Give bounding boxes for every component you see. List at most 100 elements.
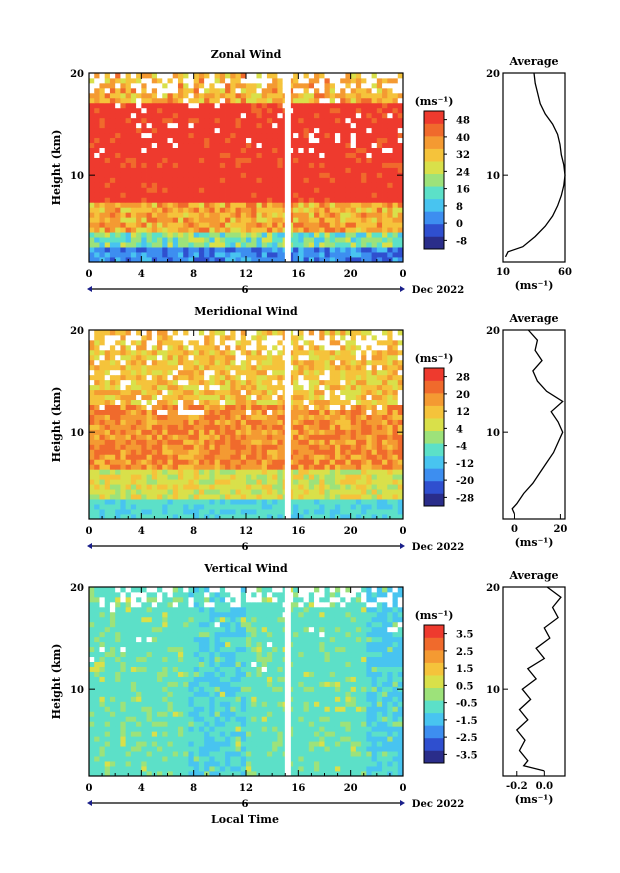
colorbar-tick-label: 12 [456, 407, 470, 418]
x-tick-label: 0 [86, 269, 93, 280]
profile-y-tick-label: 20 [486, 69, 500, 80]
colorbar-segment [424, 368, 444, 381]
date-day-label: 6 [242, 542, 249, 553]
x-tick-label: 4 [138, 526, 145, 537]
colorbar-tick-label: -12 [456, 459, 474, 470]
colorbar-segment [424, 173, 444, 187]
x-tick-label: 16 [291, 269, 305, 280]
colorbar-frame [423, 110, 445, 250]
profile-title: Average [508, 312, 558, 325]
average-profile: Average 20 10 -0.2 0.0(ms⁻¹) [486, 569, 566, 806]
data-gap [284, 587, 291, 776]
colorbar-unit: (ms⁻¹) [415, 352, 454, 365]
colorbar-tick-label: 8 [456, 202, 463, 213]
profile-title: Average [508, 55, 558, 68]
y-tick-label: 20 [70, 326, 84, 337]
panel-title: Vertical Wind [203, 562, 288, 575]
x-tick-label: 4 [138, 783, 145, 794]
colorbar-tick-label: 24 [456, 167, 470, 178]
date-bar-left-arrow [87, 543, 92, 549]
colorbar-tick-label: 48 [456, 116, 470, 127]
colorbar-segment [424, 430, 444, 444]
x-tick-label: 16 [291, 783, 305, 794]
y-axis-label: Height (km) [50, 130, 63, 206]
colorbar-segment [424, 136, 444, 149]
date-bar-left-arrow [87, 800, 92, 806]
colorbar-tick-label: 0.5 [456, 681, 473, 692]
profile-title: Average [508, 569, 558, 582]
data-gap [284, 73, 291, 262]
x-axis-label: Local Time [211, 813, 279, 826]
profile-unit: (ms⁻¹) [515, 793, 554, 806]
colorbar-tick-label: 1.5 [456, 664, 473, 675]
profile-y-tick-label: 20 [486, 583, 500, 594]
colorbar-frame [423, 367, 445, 507]
y-tick-label: 20 [70, 69, 84, 80]
date-label: Dec 2022 [412, 799, 464, 810]
data-gap [284, 330, 291, 519]
panel-2: Meridional Wind 0 4 8 12 16 20 0 20 10 Height (km)… [50, 305, 567, 553]
colorbar-tick-label: 3.5 [456, 630, 473, 641]
date-bar-left-arrow [87, 286, 92, 292]
colorbar-segment [424, 625, 444, 638]
profile-y-tick-label: 20 [486, 326, 500, 337]
colorbar-segment [424, 236, 444, 250]
colorbar-unit: (ms⁻¹) [415, 609, 454, 622]
panel-3: Vertical Wind 0 4 8 12 16 20 0 20 10 Height (km) 6 D… [50, 562, 566, 810]
colorbar-tick-label: -8 [456, 236, 467, 247]
profile-frame [502, 329, 566, 520]
profile-line [504, 72, 566, 258]
x-tick-label: 8 [190, 783, 197, 794]
colorbar-segment [424, 725, 444, 739]
y-tick-label: 20 [70, 583, 84, 594]
colorbar-segment [424, 161, 444, 175]
date-label: Dec 2022 [412, 542, 464, 553]
profile-y-tick-label: 10 [486, 171, 500, 182]
x-tick-label: 20 [344, 526, 358, 537]
colorbar-segment [424, 493, 444, 507]
profile-unit: (ms⁻¹) [515, 536, 554, 549]
x-tick-label: 12 [239, 269, 253, 280]
profile-y-tick-label: 10 [486, 428, 500, 439]
colorbar-tick-label: -28 [456, 493, 474, 504]
profile-x-tick-label: -0.2 [506, 781, 528, 792]
x-tick-label: 0 [400, 783, 407, 794]
y-tick-label: 10 [70, 685, 84, 696]
colorbar-segment [424, 148, 444, 162]
colorbar-segment [424, 418, 444, 432]
heatmap-field [89, 330, 404, 520]
colorbar-frame [423, 624, 445, 764]
profile-line [515, 586, 562, 772]
profile-unit: (ms⁻¹) [515, 279, 554, 292]
x-tick-label: 8 [190, 526, 197, 537]
panel-title: Meridional Wind [194, 305, 298, 318]
colorbar-tick-label: 2.5 [456, 647, 473, 658]
x-tick-label: 16 [291, 526, 305, 537]
profile-line [511, 329, 564, 515]
colorbar-tick-label: -0.5 [456, 699, 478, 710]
date-bar-right-arrow [400, 800, 405, 806]
date-day-label: 6 [242, 799, 249, 810]
colorbar-segment [424, 480, 444, 494]
x-tick-label: 0 [400, 269, 407, 280]
average-profile: Average 20 10 10 60 (ms⁻¹) [486, 55, 572, 292]
colorbar-tick-label: 28 [456, 373, 470, 384]
y-tick-label: 10 [70, 428, 84, 439]
x-tick-label: 8 [190, 269, 197, 280]
profile-x-tick-label: 60 [558, 267, 572, 278]
profile-frame [502, 586, 566, 777]
colorbar-segment [424, 405, 444, 419]
colorbar-tick-label: -3.5 [456, 750, 478, 761]
colorbar-segment [424, 750, 444, 764]
colorbar-tick-label: -4 [456, 442, 467, 453]
date-bar-right-arrow [400, 286, 405, 292]
profile-x-tick-label: 0 [511, 524, 518, 535]
colorbar-segment [424, 662, 444, 676]
colorbar-tick-label: 16 [456, 185, 470, 196]
colorbar-segment [424, 123, 444, 137]
heatmap-field [89, 73, 404, 263]
colorbar-segment [424, 223, 444, 237]
colorbar-tick-label: -20 [456, 476, 474, 487]
